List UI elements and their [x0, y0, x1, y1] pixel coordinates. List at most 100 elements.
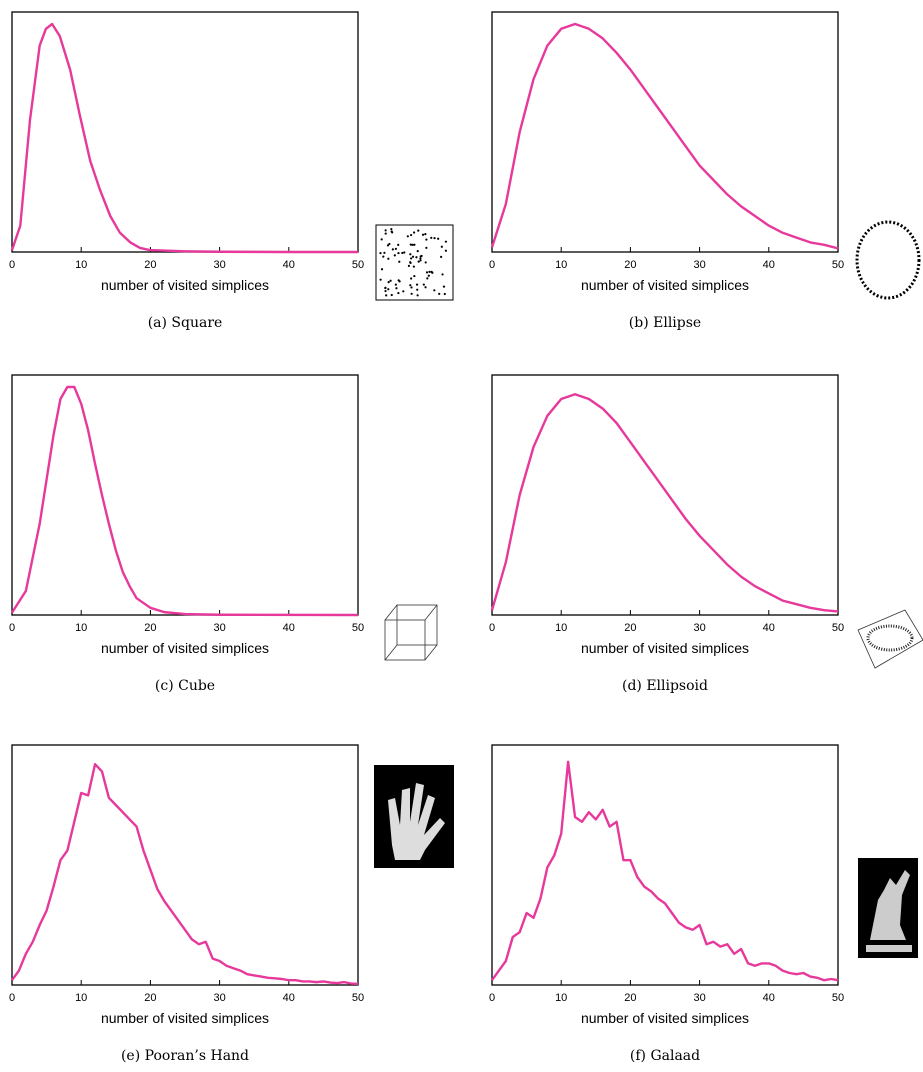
- thumb-dot: [419, 259, 422, 262]
- thumb-dot: [415, 283, 419, 286]
- cube-thumbnail: [384, 604, 438, 661]
- thumb-dot: [413, 243, 416, 246]
- x-tick-label: 10: [555, 622, 567, 634]
- thumb-dot: [397, 243, 400, 246]
- thumb-dot: [444, 240, 448, 243]
- x-tick-label: 50: [832, 992, 844, 1004]
- thumb-dot: [403, 251, 406, 254]
- x-tick-label: 50: [832, 259, 844, 271]
- thumb-dot: [388, 242, 391, 246]
- thumb-dot: [407, 264, 411, 267]
- x-tick-label: 30: [693, 992, 705, 1004]
- x-tick-label: 40: [283, 622, 295, 634]
- x-tick-label: 50: [352, 992, 364, 1004]
- thumb-dot: [426, 277, 429, 280]
- thumb-dot: [386, 244, 390, 247]
- thumb-dot: [433, 237, 436, 240]
- thumb-dot: [384, 229, 387, 232]
- thumb-dot: [417, 260, 420, 263]
- x-tick-label: 20: [144, 992, 156, 1004]
- thumb-dot: [410, 292, 413, 295]
- thumb-dot: [411, 255, 415, 258]
- x-tick-label: 40: [283, 992, 295, 1004]
- x-tick-label: 40: [283, 259, 295, 271]
- thumb-dot: [410, 257, 413, 260]
- curve: [10, 385, 359, 617]
- thumb-dot: [387, 288, 390, 291]
- x-tick-label: 40: [763, 622, 775, 634]
- x-tick-label: 10: [555, 259, 567, 271]
- thumb-dot: [398, 260, 401, 263]
- curve: [10, 22, 358, 254]
- plot-frame: [11, 744, 359, 986]
- thumb-dot: [417, 229, 420, 232]
- thumb-dot: [425, 246, 428, 249]
- thumb-dot: [416, 294, 419, 297]
- x-tick-label: 10: [75, 992, 87, 1004]
- thumb-dot: [390, 230, 393, 233]
- caption: (d) Ellipsoid: [622, 678, 708, 694]
- thumb-dot: [391, 248, 394, 251]
- thumb-dot: [397, 251, 400, 255]
- thumb-dot: [382, 255, 385, 258]
- thumb-dot: [409, 233, 413, 237]
- thumb-dot: [416, 250, 419, 253]
- thumb-dot: [425, 271, 429, 274]
- thumb-dot: [387, 257, 390, 260]
- thumb-dot: [411, 243, 414, 246]
- thumb-dot: [409, 253, 412, 256]
- caption: (e) Pooran’s Hand: [121, 1048, 249, 1064]
- x-tick-label: 40: [763, 259, 775, 271]
- thumb-dot: [430, 270, 433, 273]
- x-axis-label: number of visited simplices: [101, 1010, 269, 1026]
- thumb-dot: [402, 290, 405, 293]
- thumb-dot: [390, 293, 393, 297]
- thumb-dot: [438, 292, 441, 295]
- thumb-dot: [390, 227, 393, 231]
- plot-frame: [11, 374, 359, 616]
- thumb-dot: [394, 283, 397, 286]
- thumb-dot: [422, 283, 425, 286]
- thumb-dot: [413, 274, 416, 278]
- x-tick-label: 40: [763, 992, 775, 1004]
- thumb-dot: [428, 270, 431, 273]
- thumb-dot: [406, 235, 409, 238]
- x-tick-label: 20: [144, 622, 156, 634]
- thumb-dot: [415, 256, 418, 259]
- thumb-dot: [384, 286, 387, 290]
- thumb-dot: [401, 251, 404, 255]
- thumb-dot: [384, 289, 387, 293]
- x-axis-label: number of visited simplices: [101, 640, 269, 656]
- x-tick-label: 10: [75, 259, 87, 271]
- thumb-dot: [420, 254, 423, 258]
- x-tick-label: 50: [352, 622, 364, 634]
- x-tick-label: 0: [9, 622, 15, 634]
- thumb-dot: [440, 245, 443, 248]
- thumb-dot: [410, 277, 413, 280]
- x-tick-label: 20: [624, 259, 636, 271]
- thumb-dot: [409, 243, 412, 246]
- thumb-dot: [397, 291, 400, 295]
- caption: (a) Square: [148, 315, 223, 331]
- x-axis-label: number of visited simplices: [581, 277, 749, 293]
- thumb-dot: [419, 257, 422, 260]
- thumb-dot: [433, 289, 436, 292]
- curve: [490, 393, 839, 613]
- plot-frame: [491, 374, 839, 616]
- x-tick-label: 30: [693, 259, 705, 271]
- x-tick-label: 30: [693, 622, 705, 634]
- thumb-dot: [421, 233, 425, 236]
- hand-thumbnail: [374, 765, 454, 868]
- thumb-dot: [384, 232, 387, 235]
- thumb-dot: [409, 284, 412, 287]
- thumb-dot: [442, 285, 446, 288]
- x-tick-label: 50: [352, 259, 364, 271]
- x-tick-label: 0: [489, 259, 495, 271]
- statue-thumbnail: [858, 858, 918, 958]
- x-tick-label: 30: [213, 622, 225, 634]
- thumb-dot: [409, 261, 412, 264]
- thumb-dot: [441, 273, 444, 276]
- caption: (c) Cube: [155, 678, 215, 694]
